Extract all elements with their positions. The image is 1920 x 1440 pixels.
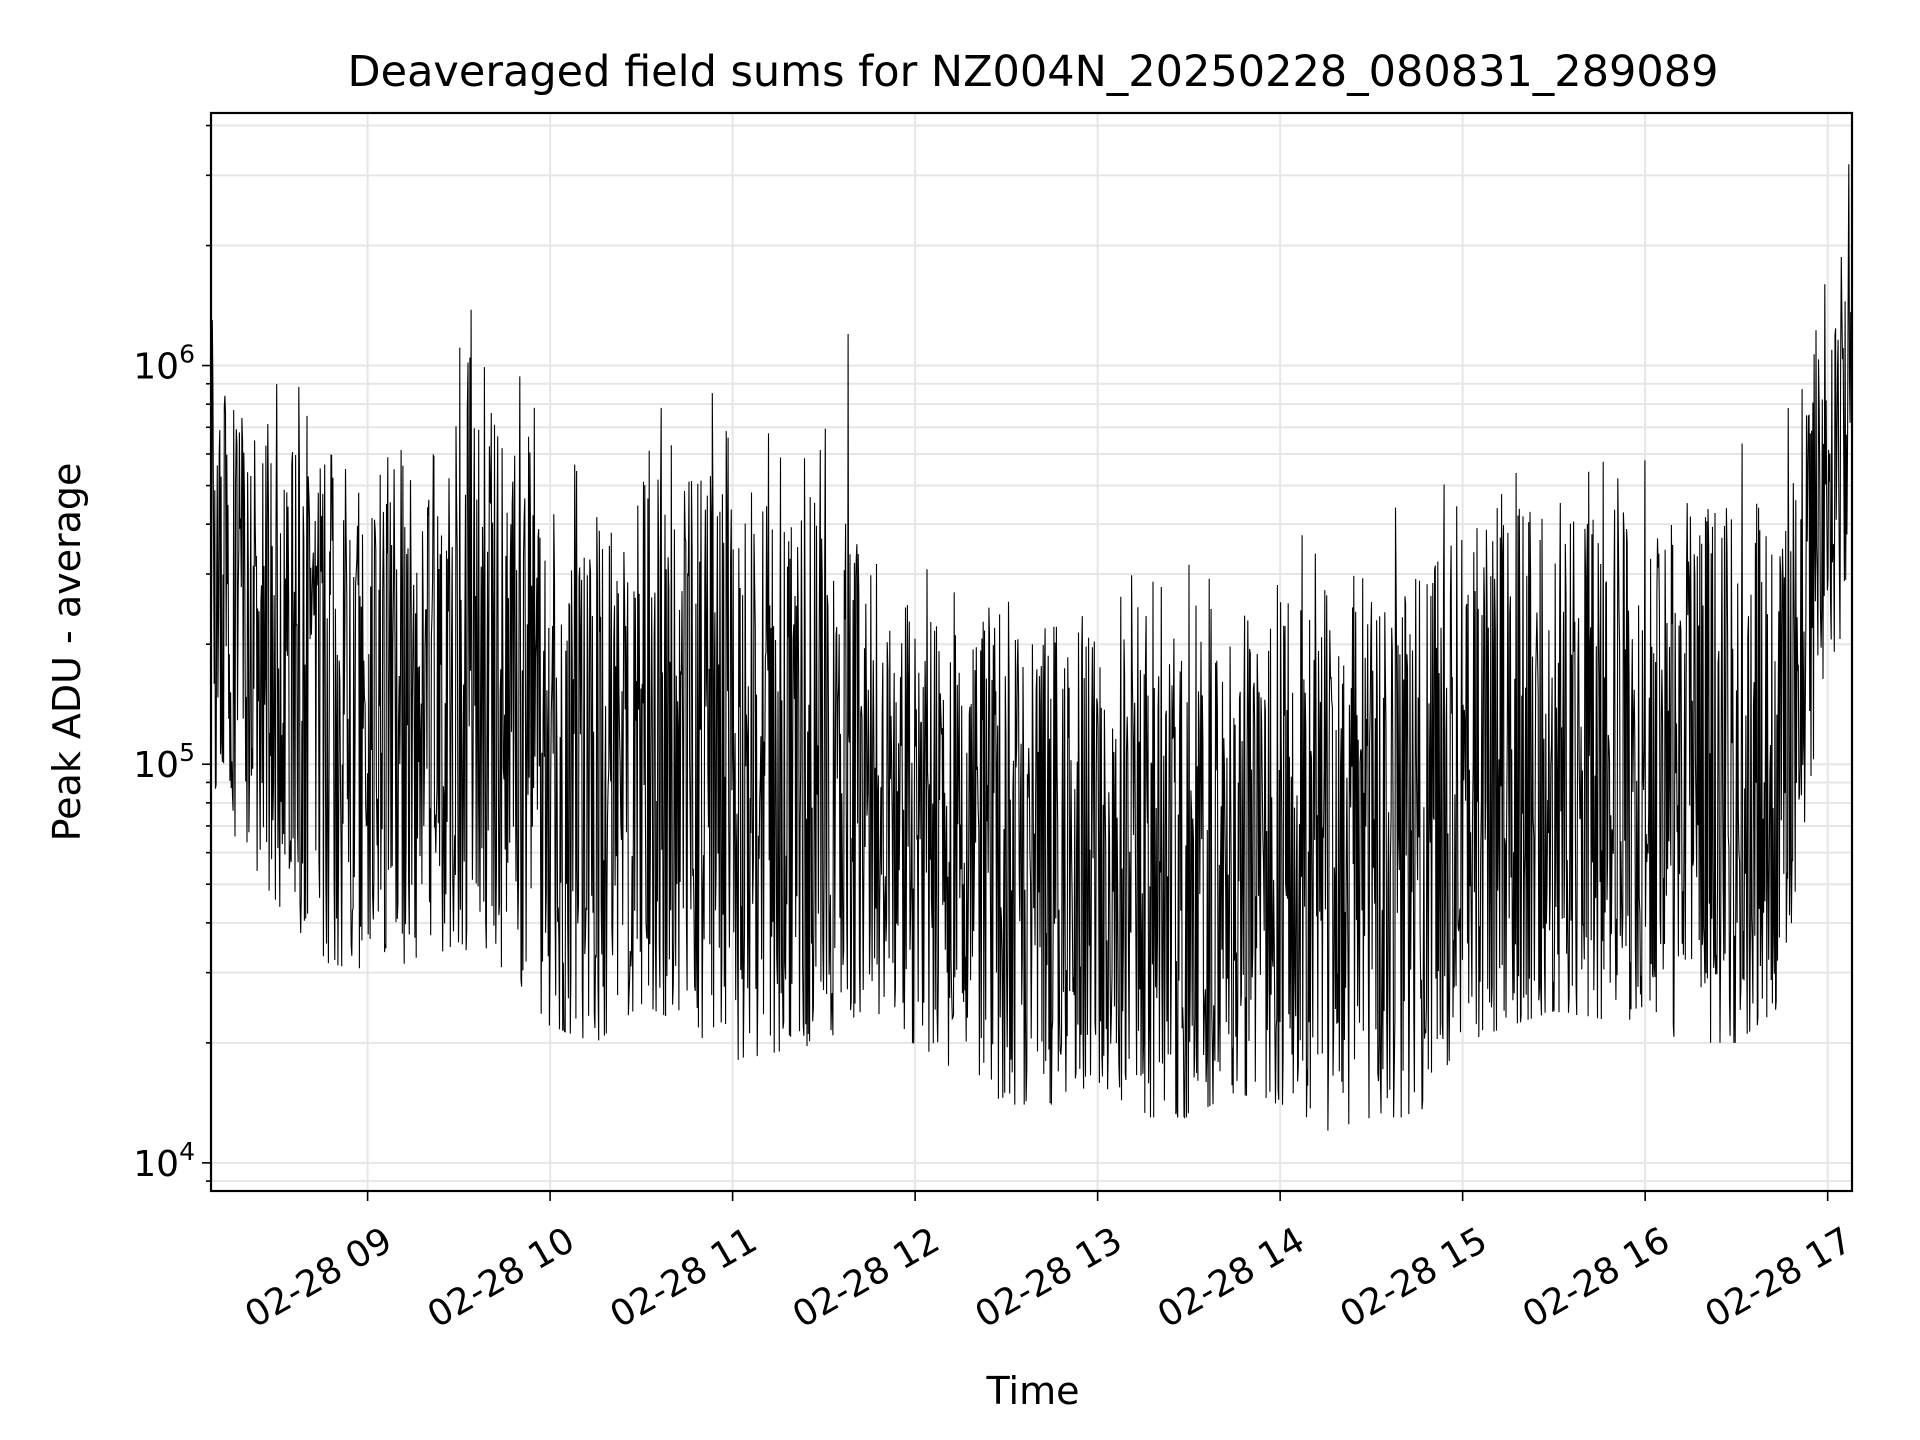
x-tick-label: 02-28 17	[1698, 1220, 1859, 1336]
plot-frame	[209, 111, 1854, 1193]
y-axis: 104 105 106	[133, 124, 211, 1185]
series-line	[210, 164, 1853, 1131]
x-tick-label: 02-28 12	[786, 1220, 947, 1336]
x-axis-label: Time	[986, 1369, 1080, 1413]
y-axis-label: Peak ADU - average	[45, 463, 89, 842]
y-tick-label: 105	[133, 738, 195, 786]
x-tick-label: 02-28 15	[1333, 1220, 1494, 1336]
x-tick-label: 02-28 13	[968, 1220, 1129, 1336]
x-tick-label: 02-28 11	[603, 1220, 764, 1336]
x-tick-label: 02-28 14	[1151, 1220, 1312, 1336]
x-tick-label: 02-28 10	[421, 1220, 582, 1336]
x-axis: 02-28 09 02-28 10 02-28 11 02-28 12 02-28 13…	[238, 1191, 1859, 1336]
x-tick-label: 02-28 09	[238, 1220, 399, 1336]
series	[210, 164, 1853, 1131]
x-tick-label: 02-28 16	[1516, 1220, 1677, 1336]
y-tick-label: 106	[133, 340, 195, 388]
chart-title: Deaveraged field sums for NZ004N_2025022…	[348, 47, 1719, 97]
y-tick-label: 104	[133, 1137, 195, 1185]
